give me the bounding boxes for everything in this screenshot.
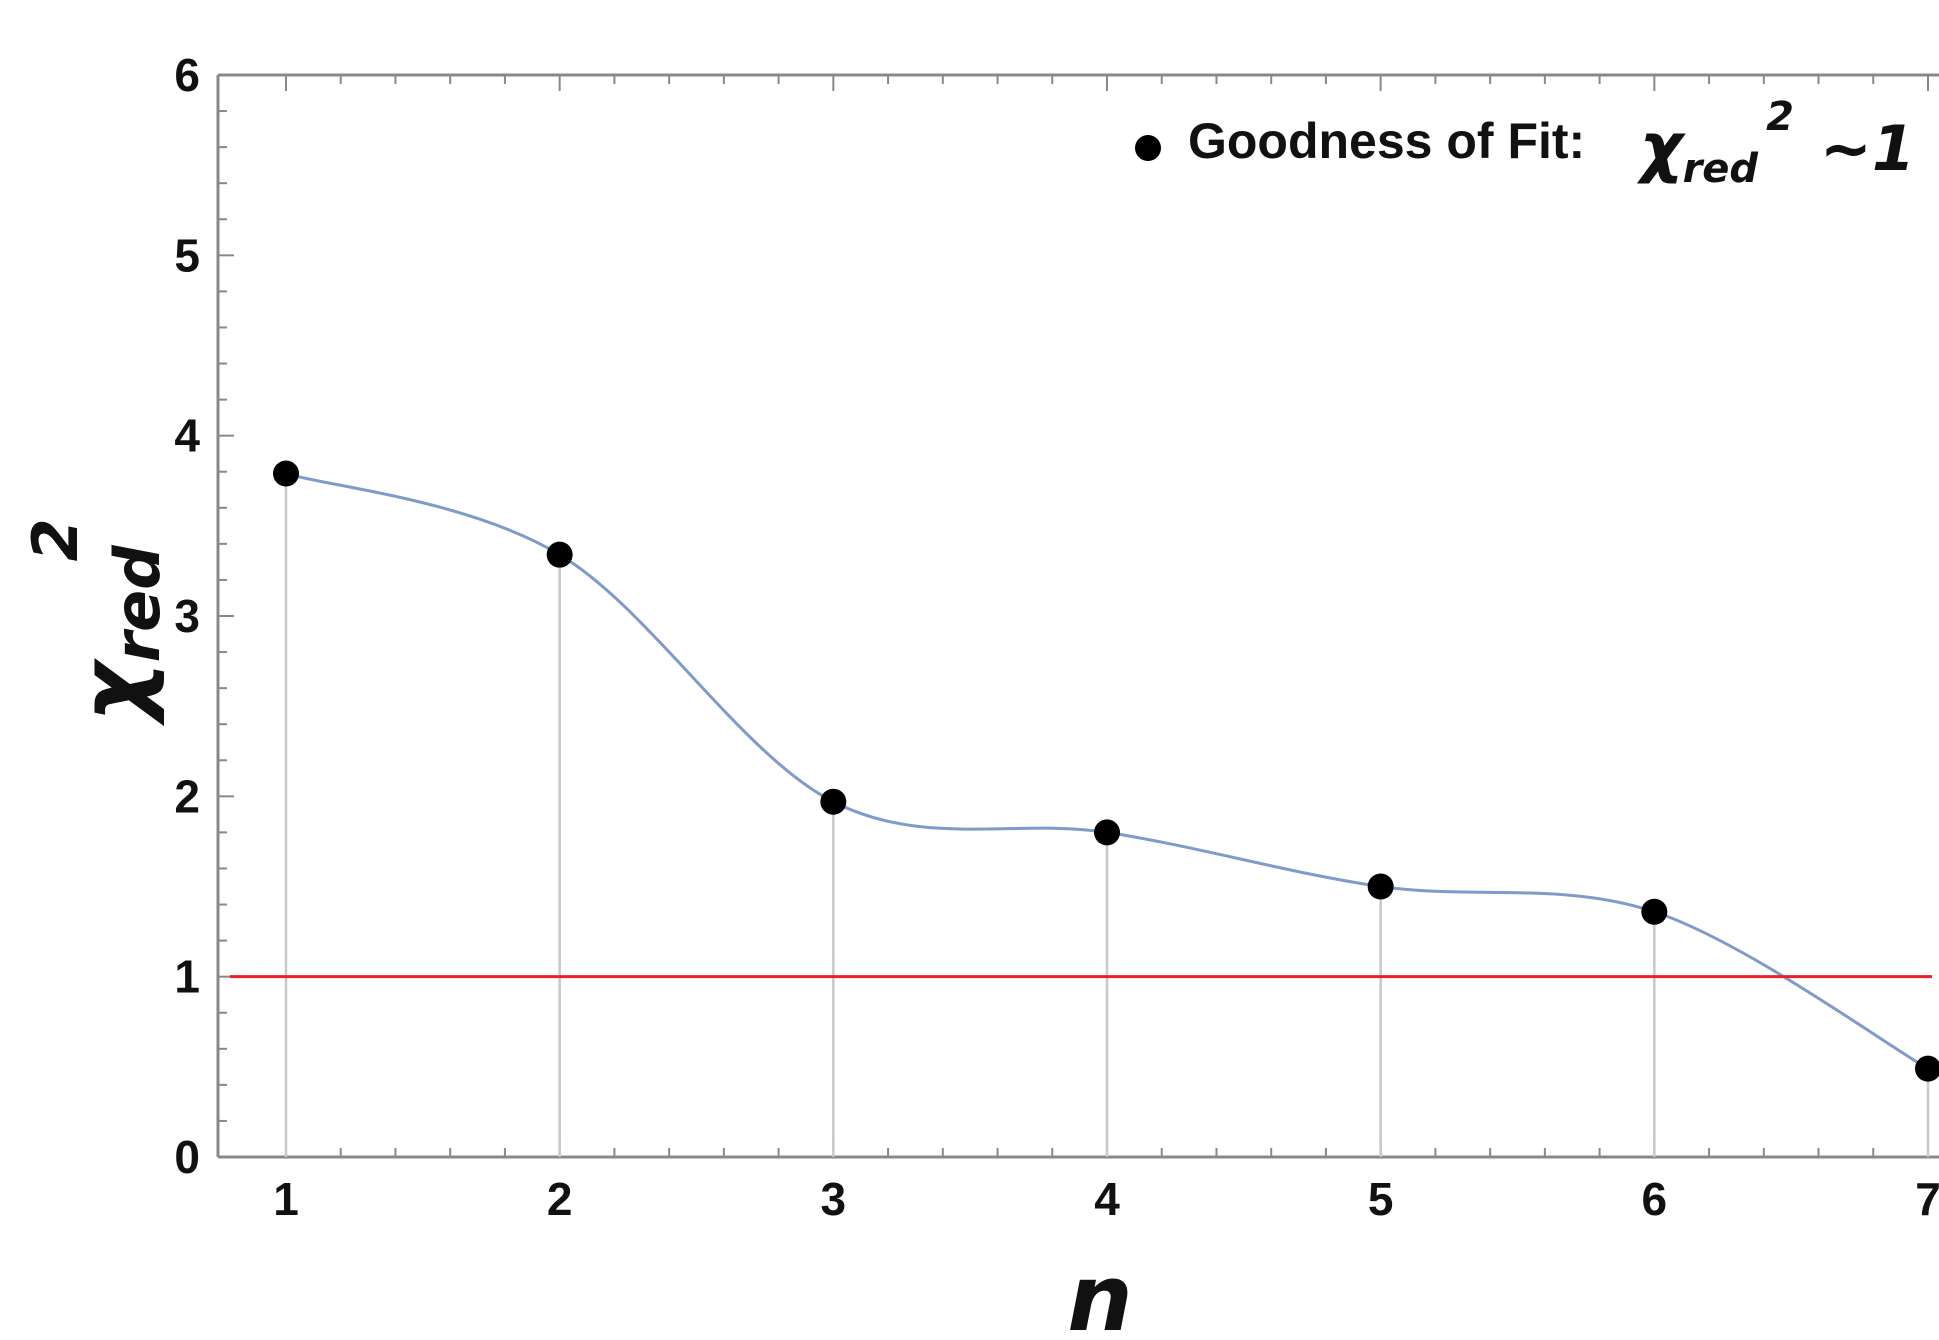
- y-axis-label-subscript: red: [101, 545, 174, 663]
- plot-frame: [216, 73, 1939, 1159]
- data-point: [546, 541, 573, 568]
- data-point: [1915, 1055, 1939, 1082]
- x-tick-label: 4: [1094, 1173, 1120, 1225]
- y-axis-label-superscript: 2: [19, 518, 92, 561]
- data-point: [1094, 819, 1120, 846]
- legend-annotation-suffix: ~1: [1820, 112, 1915, 185]
- x-tick-label: 7: [1915, 1173, 1939, 1225]
- data-point: [273, 460, 299, 487]
- y-tick-label: 3: [174, 590, 200, 642]
- x-tick-label: 1: [273, 1173, 299, 1225]
- y-tick-label: 4: [174, 410, 200, 462]
- y-tick-label: 5: [174, 229, 200, 281]
- svg-text:χred2: χred2: [19, 518, 174, 727]
- legend: Goodness of Fit: χred2 ~1: [1135, 94, 1915, 192]
- x-tick-label: 3: [821, 1173, 847, 1225]
- legend-annotation-subscript: red: [1683, 146, 1759, 192]
- data-point: [1367, 873, 1394, 900]
- x-tick-labels: 1 2 3 4 5 6 7: [273, 1173, 1939, 1225]
- x-axis-label: n: [1067, 1245, 1133, 1340]
- y-tick-label: 6: [174, 49, 200, 101]
- y-axis-label-symbol: χ: [60, 658, 167, 727]
- y-tick-label: 2: [174, 770, 200, 822]
- data-point: [820, 788, 847, 815]
- y-tick-label: 0: [174, 1131, 200, 1183]
- legend-annotation: χred2 ~1: [1636, 94, 1915, 192]
- data-points: [273, 460, 1939, 1082]
- legend-label: Goodness of Fit:: [1188, 113, 1585, 169]
- legend-annotation-symbol: χ: [1636, 109, 1686, 186]
- legend-annotation-superscript: 2: [1766, 94, 1794, 140]
- y-axis-label: χred2: [19, 518, 174, 727]
- legend-marker: [1135, 135, 1161, 161]
- x-tick-label: 5: [1368, 1173, 1394, 1225]
- x-tick-label: 2: [547, 1173, 573, 1225]
- x-tick-label: 6: [1642, 1173, 1668, 1225]
- stem-lines: [284, 473, 1930, 1157]
- minor-ticks: [218, 74, 1929, 1158]
- y-tick-label: 1: [174, 951, 200, 1003]
- data-point: [1641, 898, 1668, 925]
- y-tick-labels: 0 1 2 3 4 5 6: [174, 49, 200, 1183]
